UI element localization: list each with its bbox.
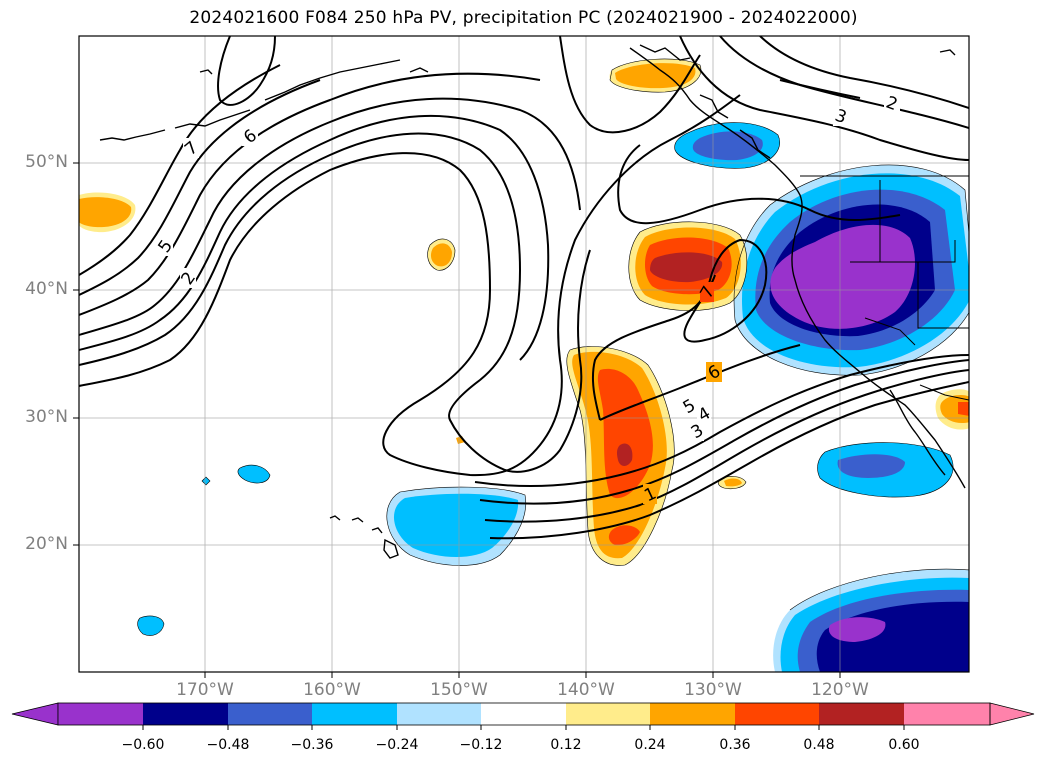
colorbar-tick-label: −0.36: [290, 737, 334, 753]
political-borders: [800, 175, 969, 401]
negative-anomaly-hawaii: [386, 487, 526, 566]
lat-label-50n: 50°N: [25, 152, 68, 172]
colorbar: [11, 702, 1035, 730]
colorbar-tick-label: 0.12: [550, 737, 582, 753]
axis-ticks: [73, 162, 841, 678]
negative-anomaly-small-3: [202, 477, 210, 485]
colorbar-tick-label: −0.60: [121, 737, 165, 753]
lon-label-160w: 160°W: [303, 680, 361, 700]
colorbar-tick-label: −0.12: [459, 737, 503, 753]
negative-anomaly-small-1: [237, 465, 270, 483]
negative-anomaly-west-us: [734, 164, 969, 376]
colorbar-extend-low: [11, 702, 59, 726]
negative-anomaly-baja: [817, 442, 954, 498]
positive-anomaly-west-edge: [79, 192, 136, 233]
negative-anomaly-south: [773, 569, 969, 672]
map-title: 2024021600 F084 250 hPa PV, precipitatio…: [189, 8, 858, 28]
coastlines: [99, 44, 966, 559]
negative-anomaly-small-2: [137, 616, 164, 636]
colorbar-tick-label: −0.24: [375, 737, 419, 753]
colorbar-tick-label: 0.24: [634, 737, 666, 753]
lat-label-20n: 20°N: [25, 534, 68, 554]
lat-label-30n: 30°N: [25, 407, 68, 427]
colorbar-tick-label: −0.48: [206, 737, 250, 753]
colorbar-extend-high: [989, 702, 1035, 726]
contour-labels: 7 6 5 2 6 5 4 3 1 7 3 2: [155, 93, 901, 507]
colorbar-tick-label: 0.36: [719, 737, 751, 753]
lat-label-40n: 40°N: [25, 279, 68, 299]
colorbar-tick-label: 0.48: [803, 737, 835, 753]
colorbar-tick-label: 0.60: [888, 737, 920, 753]
lon-label-170w: 170°W: [176, 680, 234, 700]
lon-label-150w: 150°W: [430, 680, 488, 700]
positive-anomaly-northeast-pacific: [628, 221, 747, 311]
graticule: [79, 36, 969, 672]
pv-contours: [79, 36, 969, 540]
map-frame: [78, 35, 970, 673]
lon-label-140w: 140°W: [557, 680, 615, 700]
lon-label-120w: 120°W: [811, 680, 869, 700]
lon-label-130w: 130°W: [684, 680, 742, 700]
negative-anomaly-bc-coast: [674, 122, 780, 169]
